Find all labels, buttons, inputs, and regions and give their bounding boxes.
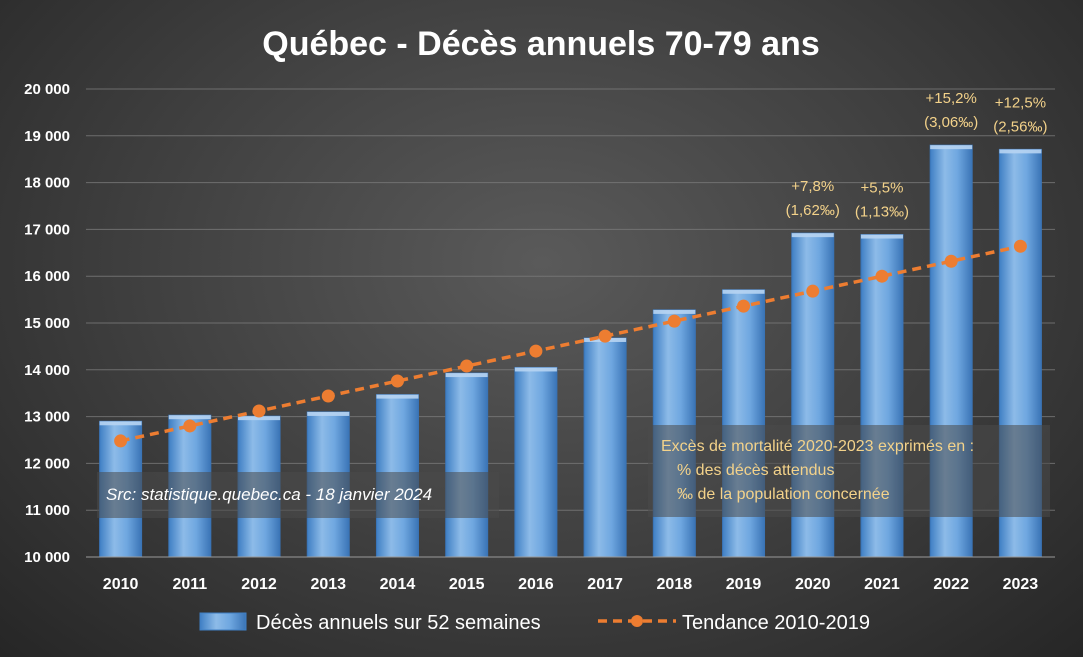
x-tick-label: 2018 (657, 576, 693, 593)
note-box (648, 425, 1050, 517)
bar (445, 372, 489, 558)
bar-top-highlight (376, 394, 419, 399)
annotation-permille: (3,06‰) (924, 114, 978, 131)
trend-line (120, 244, 1021, 443)
x-tick-label: 2023 (1003, 576, 1039, 593)
note-line-2: % des décès attendus (677, 462, 834, 479)
annotation-permille: (1,62‰) (786, 202, 840, 219)
bar-top-highlight (238, 416, 281, 421)
x-tick-label: 2015 (449, 576, 485, 593)
annotations: +7,8% (1,62‰) +5,5% (1,13‰) +15,2% (3,06‰) +12… (786, 90, 1048, 220)
x-axis-ticks: 2010 2011 2012 2013 2014 2015 2016 2017 2018 2019… (103, 576, 1038, 593)
trend-point (390, 374, 404, 388)
chart-title: Québec - Décès annuels 70-79 ans (262, 25, 819, 63)
x-tick-label: 2012 (241, 576, 277, 593)
x-tick-label: 2014 (380, 576, 416, 593)
legend-label-trend: Tendance 2010-2019 (682, 612, 870, 634)
bar (583, 337, 627, 558)
x-tick-label: 2022 (933, 576, 969, 593)
x-tick-label: 2010 (103, 576, 139, 593)
x-tick-label: 2019 (726, 576, 762, 593)
y-tick-label: 19 000 (24, 128, 70, 145)
trend-point (875, 269, 889, 283)
trend-point (114, 434, 128, 448)
bar-top-highlight (307, 411, 350, 416)
bar-top-highlight (514, 367, 557, 372)
trend-point (667, 314, 681, 328)
x-tick-label: 2016 (518, 576, 554, 593)
trend-point (252, 404, 266, 418)
x-tick-label: 2013 (310, 576, 346, 593)
trend-series (114, 239, 1027, 448)
trend-point (737, 299, 751, 313)
legend-bar-swatch (199, 612, 247, 631)
trend-point (1013, 239, 1027, 253)
x-tick-label: 2021 (864, 576, 900, 593)
note-line-1: Excès de mortalité 2020-2023 exprimés en… (661, 438, 974, 455)
source-text: Src: statistique.quebec.ca - 18 janvier … (106, 485, 432, 504)
annotation-permille: (1,13‰) (855, 204, 909, 221)
legend-label-bars: Décès annuels sur 52 semaines (256, 612, 541, 634)
bar-top-highlight (653, 309, 696, 314)
legend: Décès annuels sur 52 semaines Tendance 2… (199, 612, 870, 634)
annotation-permille: (2,56‰) (993, 118, 1047, 135)
bar (514, 366, 558, 558)
bar-top-highlight (168, 415, 211, 420)
bar-top-highlight (791, 233, 834, 238)
trend-point (598, 329, 612, 343)
source-band (97, 472, 499, 518)
bar-top-highlight (999, 149, 1042, 154)
trend-point (944, 254, 958, 268)
trend-point (529, 344, 543, 358)
y-tick-label: 10 000 (24, 549, 70, 566)
trend-point (321, 389, 335, 403)
bar-top-highlight (930, 145, 973, 150)
y-tick-label: 17 000 (24, 221, 70, 238)
y-axis-ticks: 10 000 11 000 12 000 13 000 14 000 15 000 16 0… (24, 81, 70, 566)
trend-point (183, 419, 197, 433)
bar-top-highlight (860, 234, 903, 239)
y-tick-label: 16 000 (24, 268, 70, 285)
y-tick-label: 18 000 (24, 175, 70, 192)
annotation-percent: +7,8% (791, 178, 834, 195)
y-tick-label: 20 000 (24, 81, 70, 98)
x-tick-label: 2011 (172, 576, 207, 593)
y-tick-label: 15 000 (24, 315, 70, 332)
bar-top-highlight (99, 421, 142, 426)
bar-top-highlight (445, 373, 488, 378)
trend-point (460, 359, 474, 373)
annotation-percent: +5,5% (860, 180, 903, 197)
x-tick-label: 2017 (587, 576, 623, 593)
bar-top-highlight (722, 289, 765, 294)
annotation-percent: +12,5% (995, 94, 1046, 111)
y-tick-label: 11 000 (25, 502, 70, 519)
x-tick-label: 2020 (795, 576, 831, 593)
y-tick-label: 12 000 (24, 455, 70, 472)
note-line-3: ‰ de la population concernée (677, 486, 890, 503)
y-tick-label: 13 000 (24, 409, 70, 426)
trend-point (806, 284, 820, 298)
annotation-percent: +15,2% (926, 90, 977, 107)
y-tick-label: 14 000 (24, 362, 70, 379)
legend-trend-marker (631, 615, 643, 627)
